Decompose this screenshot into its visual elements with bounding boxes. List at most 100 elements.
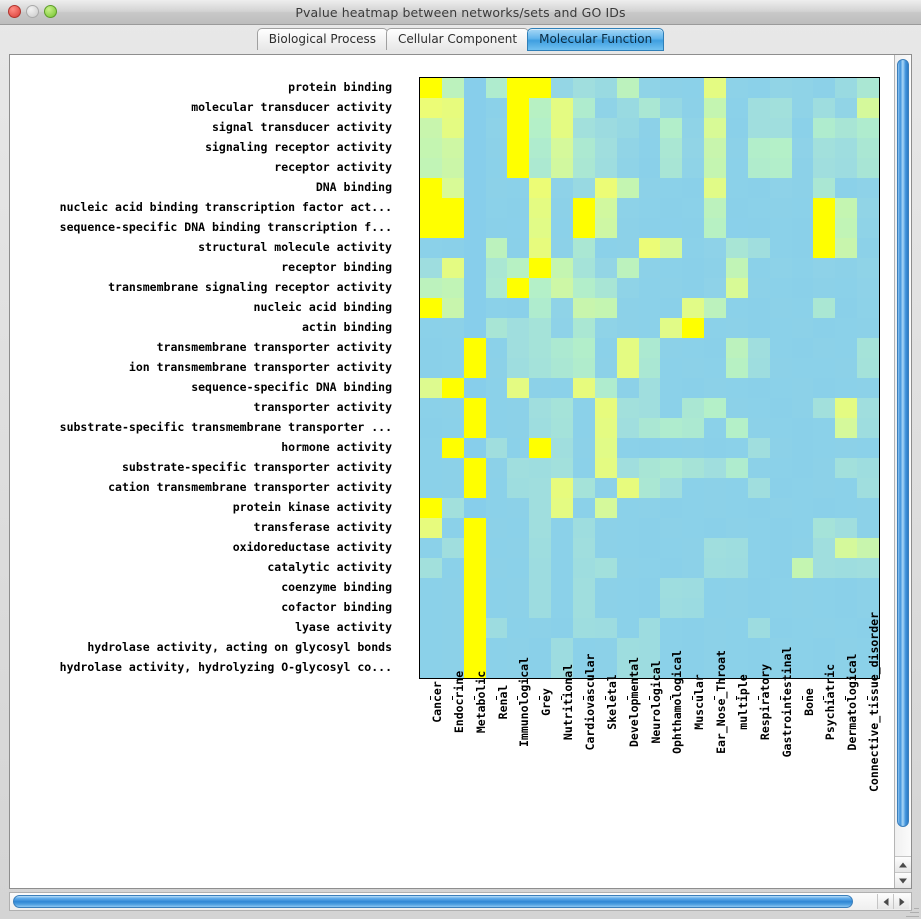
- heatmap-cell[interactable]: [529, 618, 552, 638]
- heatmap-cell[interactable]: [791, 178, 814, 198]
- scroll-down-button[interactable]: [895, 872, 911, 888]
- heatmap-cell[interactable]: [420, 298, 442, 318]
- close-button[interactable]: [8, 5, 21, 18]
- heatmap-cell[interactable]: [616, 198, 639, 218]
- heatmap-cell[interactable]: [638, 318, 661, 338]
- heatmap-cell[interactable]: [813, 138, 836, 158]
- heatmap-cell[interactable]: [791, 618, 814, 638]
- heatmap-cell[interactable]: [638, 238, 661, 258]
- heatmap-cell[interactable]: [463, 638, 486, 658]
- heatmap-cell[interactable]: [529, 518, 552, 538]
- heatmap-cell[interactable]: [573, 618, 595, 638]
- heatmap-cell[interactable]: [573, 498, 595, 518]
- heatmap-cell[interactable]: [573, 158, 595, 178]
- heatmap-cell[interactable]: [747, 318, 770, 338]
- heatmap-cell[interactable]: [594, 418, 617, 438]
- heatmap-cell[interactable]: [551, 438, 574, 458]
- heatmap-cell[interactable]: [769, 338, 792, 358]
- heatmap-cell[interactable]: [638, 418, 661, 438]
- heatmap-cell[interactable]: [835, 558, 858, 578]
- heatmap-cell[interactable]: [857, 438, 880, 458]
- heatmap-cell[interactable]: [813, 298, 836, 318]
- heatmap-cell[interactable]: [463, 338, 486, 358]
- heatmap-cell[interactable]: [616, 398, 639, 418]
- heatmap-cell[interactable]: [616, 98, 639, 118]
- heatmap-cell[interactable]: [529, 398, 552, 418]
- heatmap-cell[interactable]: [791, 158, 814, 178]
- heatmap-cell[interactable]: [682, 238, 705, 258]
- heatmap-cell[interactable]: [660, 218, 683, 238]
- heatmap-cell[interactable]: [463, 578, 486, 598]
- heatmap-cell[interactable]: [682, 298, 705, 318]
- heatmap-cell[interactable]: [573, 118, 595, 138]
- heatmap-cell[interactable]: [507, 478, 530, 498]
- heatmap-cell[interactable]: [616, 438, 639, 458]
- heatmap-cell[interactable]: [726, 378, 748, 398]
- heatmap-cell[interactable]: [573, 418, 595, 438]
- heatmap-cell[interactable]: [441, 438, 464, 458]
- heatmap-cell[interactable]: [835, 118, 858, 138]
- heatmap-cell[interactable]: [551, 298, 574, 318]
- heatmap-cell[interactable]: [813, 78, 836, 98]
- heatmap-cell[interactable]: [638, 538, 661, 558]
- heatmap-cell[interactable]: [616, 618, 639, 638]
- heatmap-cell[interactable]: [769, 238, 792, 258]
- heatmap-cell[interactable]: [638, 218, 661, 238]
- heatmap-cell[interactable]: [769, 178, 792, 198]
- heatmap-cell[interactable]: [573, 658, 595, 678]
- heatmap-cell[interactable]: [682, 578, 705, 598]
- heatmap-cell[interactable]: [594, 538, 617, 558]
- heatmap-cell[interactable]: [769, 378, 792, 398]
- heatmap-cell[interactable]: [573, 238, 595, 258]
- heatmap-cell[interactable]: [769, 618, 792, 638]
- heatmap-cell[interactable]: [616, 538, 639, 558]
- heatmap-cell[interactable]: [835, 578, 858, 598]
- heatmap-cell[interactable]: [704, 358, 727, 378]
- heatmap-cell[interactable]: [420, 78, 442, 98]
- heatmap-cell[interactable]: [835, 138, 858, 158]
- heatmap-cell[interactable]: [485, 358, 508, 378]
- heatmap-cell[interactable]: [420, 638, 442, 658]
- heatmap-cell[interactable]: [704, 278, 727, 298]
- heatmap-cell[interactable]: [529, 258, 552, 278]
- heatmap-cell[interactable]: [813, 338, 836, 358]
- heatmap-cell[interactable]: [616, 498, 639, 518]
- heatmap-grid[interactable]: [419, 77, 881, 679]
- heatmap-cell[interactable]: [857, 538, 880, 558]
- heatmap-cell[interactable]: [485, 338, 508, 358]
- heatmap-cell[interactable]: [704, 258, 727, 278]
- heatmap-cell[interactable]: [485, 298, 508, 318]
- heatmap-cell[interactable]: [769, 138, 792, 158]
- heatmap-cell[interactable]: [660, 658, 683, 678]
- heatmap-cell[interactable]: [573, 198, 595, 218]
- heatmap-cell[interactable]: [704, 398, 727, 418]
- heatmap-cell[interactable]: [420, 538, 442, 558]
- heatmap-cell[interactable]: [769, 418, 792, 438]
- heatmap-cell[interactable]: [594, 138, 617, 158]
- heatmap-cell[interactable]: [704, 298, 727, 318]
- heatmap-cell[interactable]: [857, 618, 880, 638]
- heatmap-cell[interactable]: [747, 98, 770, 118]
- heatmap-cell[interactable]: [747, 378, 770, 398]
- heatmap-cell[interactable]: [573, 278, 595, 298]
- heatmap-plot-area[interactable]: protein binding molecular transducer acti…: [10, 55, 894, 888]
- heatmap-cell[interactable]: [551, 238, 574, 258]
- heatmap-cell[interactable]: [616, 298, 639, 318]
- heatmap-cell[interactable]: [660, 318, 683, 338]
- heatmap-cell[interactable]: [507, 498, 530, 518]
- heatmap-cell[interactable]: [485, 378, 508, 398]
- heatmap-cell[interactable]: [857, 478, 880, 498]
- heatmap-cell[interactable]: [420, 138, 442, 158]
- heatmap-cell[interactable]: [529, 118, 552, 138]
- heatmap-cell[interactable]: [791, 118, 814, 138]
- heatmap-cell[interactable]: [441, 658, 464, 678]
- heatmap-cell[interactable]: [726, 538, 748, 558]
- heatmap-cell[interactable]: [704, 378, 727, 398]
- heatmap-cell[interactable]: [507, 98, 530, 118]
- heatmap-cell[interactable]: [857, 378, 880, 398]
- heatmap-cell[interactable]: [726, 418, 748, 438]
- heatmap-cell[interactable]: [529, 598, 552, 618]
- heatmap-cell[interactable]: [682, 618, 705, 638]
- heatmap-cell[interactable]: [616, 338, 639, 358]
- heatmap-cell[interactable]: [441, 318, 464, 338]
